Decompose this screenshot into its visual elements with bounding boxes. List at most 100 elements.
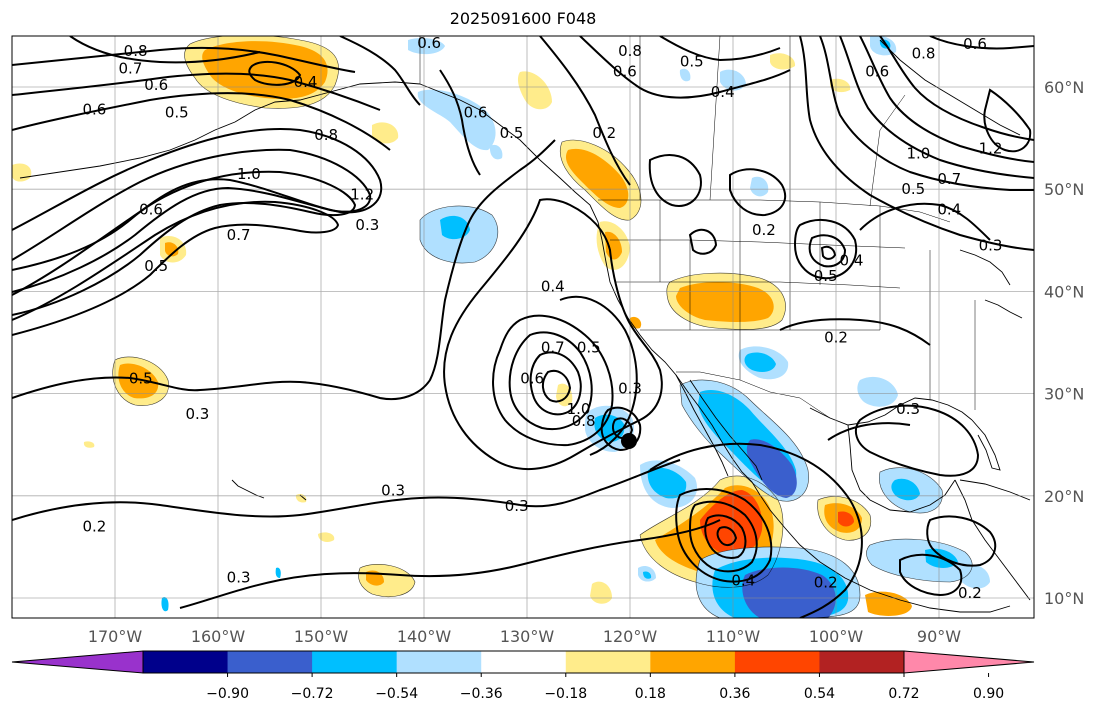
contour-label: 0.3 — [979, 236, 1003, 254]
contour-label-text: 0.4 — [294, 73, 318, 91]
contour-label-text: 0.2 — [592, 124, 616, 142]
map-title: 2025091600 F048 — [449, 9, 597, 28]
contour-line — [859, 36, 1034, 163]
contour-line — [704, 514, 747, 559]
colorbar-bin — [819, 651, 905, 673]
shade-negative — [742, 567, 836, 618]
contour-line — [339, 36, 421, 106]
contour-label: 0.6 — [963, 35, 987, 53]
contour-label: 0.7 — [937, 170, 961, 188]
contour-label-text: 1.0 — [567, 400, 591, 418]
contour-label: 0.5 — [814, 267, 838, 285]
contour-labels: 0.80.70.60.6 0.50.40.60.80.60.5 0.20.80.60… — [82, 35, 1003, 602]
contour-label-text: 0.5 — [814, 267, 838, 285]
contour-line — [779, 318, 931, 346]
contour-label: 0.3 — [896, 400, 920, 418]
shade-positive — [770, 53, 796, 70]
contour-line — [793, 219, 858, 280]
contour-line — [808, 234, 847, 268]
shade-negative — [643, 571, 652, 579]
contour-line — [12, 200, 340, 336]
contour-label: 0.3 — [185, 405, 209, 423]
contour-line — [879, 36, 1034, 141]
shade-positive — [830, 78, 851, 93]
contour-label-text: 0.2 — [82, 517, 106, 535]
shade-positive — [700, 490, 763, 557]
contour-label: 0.3 — [381, 482, 405, 500]
shade-positive — [165, 242, 179, 257]
contour-line — [819, 36, 1034, 191]
contour-label-text: 0.5 — [680, 52, 704, 70]
shade-positive — [118, 363, 159, 399]
contour-line — [926, 515, 997, 567]
shade-negative — [647, 467, 687, 499]
contour-label-text: 0.5 — [165, 104, 189, 122]
contour-label: 0.3 — [505, 497, 529, 515]
shade-negative — [275, 567, 281, 578]
contour-label: 0.4 — [541, 277, 565, 295]
contour-label-text: 0.6 — [963, 35, 987, 53]
contour-label-text: 0.8 — [618, 42, 642, 60]
longitude-label: 90°W — [917, 627, 961, 646]
contour-line — [12, 219, 471, 400]
longitude-label: 150°W — [294, 627, 349, 646]
contour-line — [839, 36, 1034, 179]
colorbar: −0.90 −0.72 −0.54 −0.36 −0.18 0.18 0.36 0.54 0.7… — [11, 650, 1035, 702]
contour-label: 0.5 — [901, 180, 925, 198]
longitude-label: 170°W — [88, 627, 143, 646]
longitude-label: 100°W — [809, 627, 864, 646]
colorbar-bin — [396, 651, 482, 673]
colorbar-outline — [142, 650, 905, 674]
shade-positive — [565, 148, 629, 208]
contour-label: 1.0 — [237, 165, 261, 183]
shade-negative — [746, 439, 797, 498]
contour-label-text: 0.2 — [814, 574, 838, 592]
border-layer — [419, 36, 976, 419]
contour-line — [600, 406, 642, 452]
contour-label: 1.0 — [906, 144, 930, 162]
contour-label: 0.4 — [937, 201, 961, 219]
colorbar-tick-label: −0.90 — [206, 686, 249, 702]
contour-line — [508, 331, 593, 430]
contour-label-text: 0.3 — [227, 569, 251, 587]
contour-label: 0.5 — [129, 369, 153, 387]
shade-positive — [83, 441, 95, 448]
contour-label: 0.6 — [613, 63, 637, 81]
contour-line — [539, 36, 631, 186]
storm-center-marker — [621, 433, 637, 449]
contour-label: 0.2 — [592, 124, 616, 142]
contour-label: 0.8 — [314, 126, 338, 144]
contour-label: 1.0 — [567, 400, 591, 418]
shade-negative — [161, 597, 169, 612]
contour-label-text: 0.7 — [119, 60, 143, 78]
contour-label: 0.4 — [840, 252, 864, 270]
contour-line — [179, 519, 721, 609]
contour-line — [542, 369, 572, 403]
shade-negative — [857, 376, 898, 407]
shade-negative — [960, 564, 990, 589]
colorbar-tick-label: 0.90 — [973, 686, 1004, 702]
contour-label: 1.2 — [350, 185, 374, 203]
contour-line — [716, 526, 738, 547]
contour-line — [12, 72, 381, 111]
shade-negative — [866, 539, 973, 582]
contour-label-text: 0.4 — [840, 252, 864, 270]
contour-label-text: 0.6 — [82, 100, 106, 118]
contour-label: 0.5 — [500, 124, 524, 142]
contour-label-text: 0.3 — [355, 216, 379, 234]
contour-label: 0.6 — [417, 36, 441, 52]
contour-line — [854, 404, 980, 477]
contour-line — [469, 139, 556, 221]
longitude-label: 120°W — [603, 627, 658, 646]
contour-line — [69, 36, 261, 64]
contour-line — [659, 36, 781, 62]
contour-line — [648, 154, 702, 207]
latitude-label: 30°N — [1044, 385, 1084, 404]
contour-label-text: 0.5 — [144, 257, 168, 275]
contour-label: 0.5 — [680, 52, 704, 70]
colorbar-tick-label: 0.36 — [719, 686, 750, 702]
contour-label-text: 0.6 — [464, 104, 488, 122]
contour-layer — [12, 36, 1034, 618]
contour-label: 0.7 — [227, 226, 251, 244]
